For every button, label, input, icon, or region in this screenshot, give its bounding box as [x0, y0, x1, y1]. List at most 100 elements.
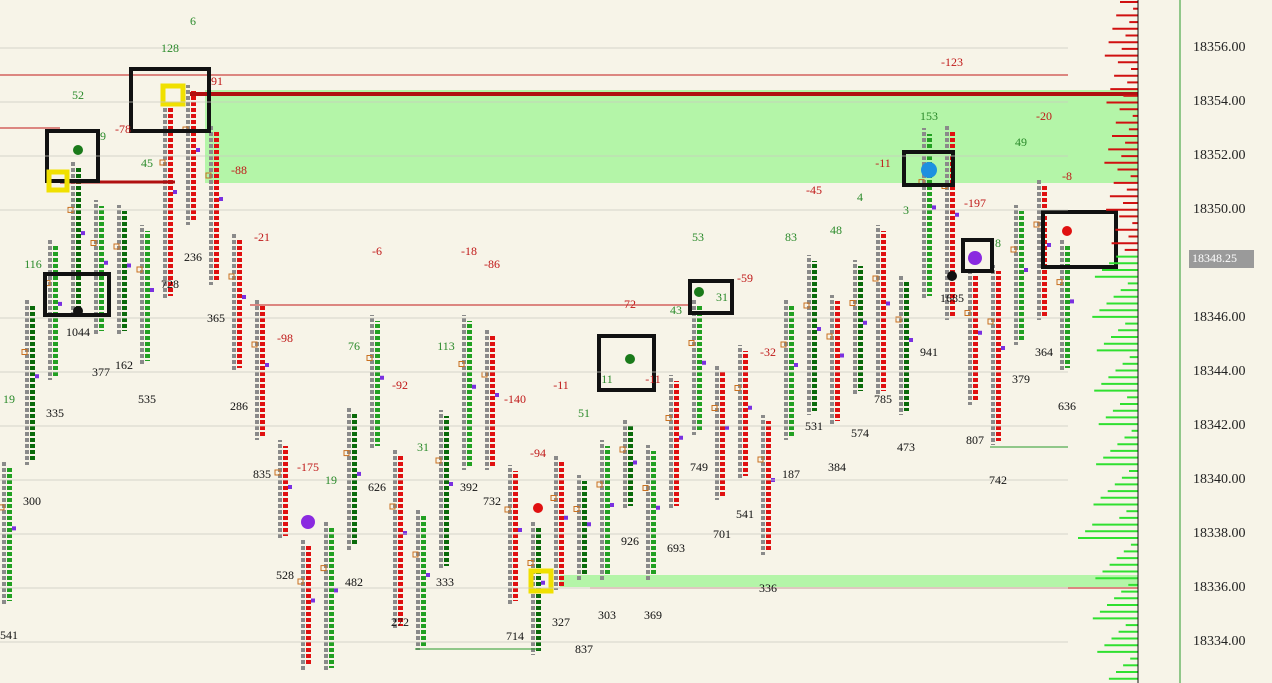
close-marker: [748, 405, 752, 410]
chart-label: 272: [391, 615, 409, 629]
footprint-bid: [692, 300, 696, 435]
open-marker: [435, 457, 442, 464]
close-marker: [449, 482, 453, 486]
price-tick-label: 18336.00: [1193, 580, 1246, 595]
footprint-ask: [582, 481, 587, 576]
footprint-bid: [1037, 180, 1041, 320]
chart-label: 49: [1015, 135, 1027, 149]
chart-label: 742: [989, 473, 1007, 487]
chart-label: 19: [325, 473, 337, 487]
footprint-bid: [94, 200, 98, 335]
footprint-bid: [324, 520, 328, 672]
open-marker: [573, 506, 580, 512]
footprint-ask: [260, 306, 265, 436]
chart-label: 785: [874, 392, 892, 406]
close-marker: [242, 295, 246, 299]
price-tick-label: 18340.00: [1193, 472, 1246, 487]
close-marker: [311, 598, 315, 603]
chart-label: 113: [437, 339, 455, 353]
chart-label: 379: [1012, 372, 1030, 386]
price-tick-label: 18338.00: [1193, 526, 1246, 541]
chart-label: 693: [667, 541, 685, 555]
open-marker: [320, 565, 327, 572]
footprint-bid: [370, 315, 374, 450]
chart-label: 4: [857, 190, 863, 204]
chart-label: 473: [897, 440, 915, 454]
chart-label: 128: [161, 41, 179, 55]
footprint-bid: [899, 275, 903, 415]
footprint-ask: [30, 306, 35, 461]
open-marker: [21, 349, 28, 355]
price-tick-label: 18354.00: [1193, 94, 1246, 109]
footprint-bid: [945, 125, 949, 320]
footprint-ask: [766, 421, 771, 551]
close-marker: [334, 588, 338, 593]
open-marker: [113, 243, 120, 250]
footprint-bid: [301, 540, 305, 670]
footprint-ask: [881, 231, 886, 391]
footprint-bid: [784, 300, 788, 440]
chart-label: -11: [645, 372, 661, 386]
footprint-ask: [283, 446, 288, 536]
close-marker: [840, 353, 844, 358]
footprint-ask: [306, 546, 311, 666]
chart-label: 482: [345, 575, 363, 589]
open-marker: [1033, 221, 1040, 228]
chart-label: 31: [417, 440, 429, 454]
close-marker: [909, 338, 913, 342]
chart-label: 48: [830, 223, 842, 237]
footprint-bid: [922, 128, 926, 300]
footprint-bid: [1014, 205, 1018, 345]
footprint-bid: [2, 462, 6, 605]
chart-label: -78: [115, 122, 131, 136]
chart-label: 364: [1035, 345, 1053, 359]
footprint-bid: [646, 445, 650, 580]
chart-label: 837: [575, 642, 593, 656]
open-marker: [366, 355, 373, 361]
open-marker: [550, 495, 557, 501]
footprint-bid: [485, 330, 489, 470]
chart-label: 392: [460, 480, 478, 494]
markers: [46, 83, 1072, 594]
chart-label: -8: [1062, 169, 1072, 183]
footprint-bid: [1060, 240, 1064, 372]
close-marker: [380, 375, 384, 380]
close-marker: [58, 301, 62, 306]
chart-label: 162: [115, 358, 133, 372]
open-marker: [872, 275, 879, 282]
chart-label: 76: [348, 339, 360, 353]
chart-label: -18: [461, 244, 477, 258]
chart-label: 187: [782, 467, 800, 481]
close-marker: [610, 503, 614, 507]
chart-label: 728: [161, 277, 179, 291]
footprint-ask: [444, 416, 449, 566]
footprint-bid: [255, 300, 259, 440]
chart-label: 714: [506, 629, 524, 643]
chart-label: 701: [713, 527, 731, 541]
open-marker: [297, 578, 304, 585]
footprint-ask: [99, 206, 104, 331]
footprint-bid: [416, 510, 420, 650]
chart-label: 53: [692, 230, 704, 244]
footprint-ask: [720, 371, 725, 496]
close-marker: [81, 231, 85, 236]
chart-label: 384: [828, 460, 846, 474]
open-marker: [734, 385, 741, 391]
close-marker: [702, 360, 706, 365]
open-marker: [458, 361, 465, 367]
chart-label: 626: [368, 480, 386, 494]
chart-label: 300: [23, 494, 41, 508]
footprint-ask: [559, 461, 564, 586]
footprint-ask: [927, 134, 932, 296]
chart-label: -175: [297, 460, 319, 474]
footprint-ask: [950, 131, 955, 316]
open-marker: [688, 340, 695, 346]
open-marker: [987, 318, 994, 325]
chart-label: 926: [621, 534, 639, 548]
open-marker: [619, 446, 626, 453]
footprint-bid: [232, 232, 236, 372]
close-marker: [426, 573, 430, 577]
footprint-bid: [439, 410, 443, 570]
chart-label: 19: [3, 392, 15, 406]
footprint-ask: [996, 271, 1001, 441]
